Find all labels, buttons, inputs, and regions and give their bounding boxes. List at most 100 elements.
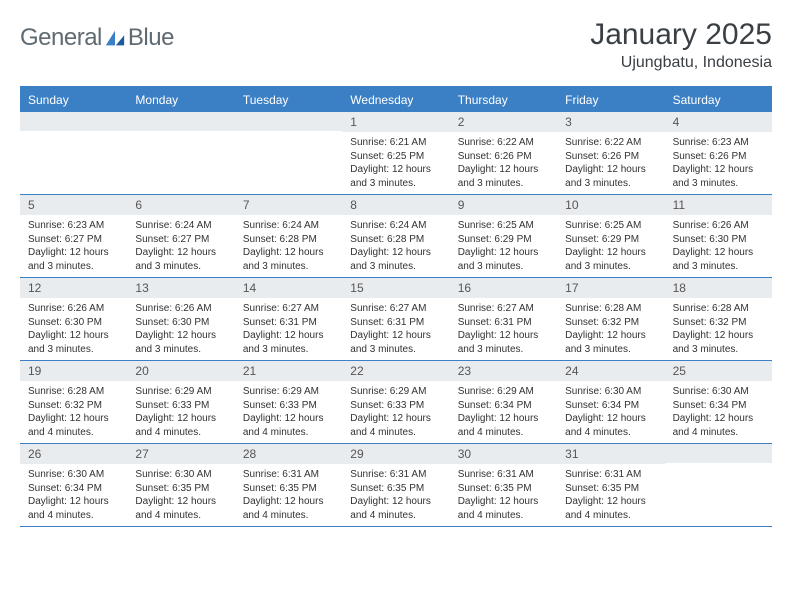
week-row: 19Sunrise: 6:28 AMSunset: 6:32 PMDayligh…	[20, 361, 772, 444]
day-number	[665, 444, 772, 463]
logo-text-blue: Blue	[128, 24, 174, 52]
day-number: 8	[342, 195, 449, 215]
day-number: 28	[235, 444, 342, 464]
day-number: 9	[450, 195, 557, 215]
daylight: Daylight: 12 hours and 4 minutes.	[243, 412, 334, 439]
day-cell: 20Sunrise: 6:29 AMSunset: 6:33 PMDayligh…	[127, 361, 234, 443]
sunset: Sunset: 6:33 PM	[135, 399, 226, 413]
day-number: 12	[20, 278, 127, 298]
day-cell: 13Sunrise: 6:26 AMSunset: 6:30 PMDayligh…	[127, 278, 234, 360]
daylight: Daylight: 12 hours and 4 minutes.	[350, 495, 441, 522]
daylight: Daylight: 12 hours and 3 minutes.	[350, 329, 441, 356]
day-cell: 28Sunrise: 6:31 AMSunset: 6:35 PMDayligh…	[235, 444, 342, 526]
day-number: 2	[450, 112, 557, 132]
month-title: January 2025	[590, 18, 772, 52]
day-number	[127, 112, 234, 131]
day-info: Sunrise: 6:29 AMSunset: 6:33 PMDaylight:…	[342, 381, 449, 443]
calendar: SundayMondayTuesdayWednesdayThursdayFrid…	[20, 86, 772, 527]
sunrise: Sunrise: 6:26 AM	[673, 219, 764, 233]
day-cell	[20, 112, 127, 194]
sunrise: Sunrise: 6:31 AM	[458, 468, 549, 482]
day-cell: 19Sunrise: 6:28 AMSunset: 6:32 PMDayligh…	[20, 361, 127, 443]
sunset: Sunset: 6:32 PM	[28, 399, 119, 413]
day-number: 13	[127, 278, 234, 298]
day-number: 26	[20, 444, 127, 464]
day-info: Sunrise: 6:26 AMSunset: 6:30 PMDaylight:…	[127, 298, 234, 360]
day-cell: 4Sunrise: 6:23 AMSunset: 6:26 PMDaylight…	[665, 112, 772, 194]
sunset: Sunset: 6:31 PM	[350, 316, 441, 330]
sunset: Sunset: 6:35 PM	[243, 482, 334, 496]
daylight: Daylight: 12 hours and 4 minutes.	[135, 412, 226, 439]
day-info: Sunrise: 6:25 AMSunset: 6:29 PMDaylight:…	[450, 215, 557, 277]
sunset: Sunset: 6:27 PM	[135, 233, 226, 247]
sunset: Sunset: 6:35 PM	[135, 482, 226, 496]
daylight: Daylight: 12 hours and 3 minutes.	[350, 246, 441, 273]
day-info: Sunrise: 6:31 AMSunset: 6:35 PMDaylight:…	[450, 464, 557, 526]
sunrise: Sunrise: 6:28 AM	[565, 302, 656, 316]
day-cell: 18Sunrise: 6:28 AMSunset: 6:32 PMDayligh…	[665, 278, 772, 360]
daylight: Daylight: 12 hours and 4 minutes.	[673, 412, 764, 439]
sunset: Sunset: 6:33 PM	[350, 399, 441, 413]
sunset: Sunset: 6:29 PM	[565, 233, 656, 247]
day-cell	[235, 112, 342, 194]
day-cell: 17Sunrise: 6:28 AMSunset: 6:32 PMDayligh…	[557, 278, 664, 360]
daylight: Daylight: 12 hours and 3 minutes.	[458, 246, 549, 273]
sunrise: Sunrise: 6:31 AM	[243, 468, 334, 482]
sunrise: Sunrise: 6:23 AM	[28, 219, 119, 233]
day-number: 31	[557, 444, 664, 464]
day-cell: 15Sunrise: 6:27 AMSunset: 6:31 PMDayligh…	[342, 278, 449, 360]
week-row: 1Sunrise: 6:21 AMSunset: 6:25 PMDaylight…	[20, 112, 772, 195]
sunset: Sunset: 6:27 PM	[28, 233, 119, 247]
day-number: 29	[342, 444, 449, 464]
day-info: Sunrise: 6:27 AMSunset: 6:31 PMDaylight:…	[235, 298, 342, 360]
sunrise: Sunrise: 6:28 AM	[673, 302, 764, 316]
day-cell: 2Sunrise: 6:22 AMSunset: 6:26 PMDaylight…	[450, 112, 557, 194]
sunrise: Sunrise: 6:26 AM	[135, 302, 226, 316]
sunset: Sunset: 6:28 PM	[350, 233, 441, 247]
daylight: Daylight: 12 hours and 3 minutes.	[243, 329, 334, 356]
day-number: 21	[235, 361, 342, 381]
day-cell: 21Sunrise: 6:29 AMSunset: 6:33 PMDayligh…	[235, 361, 342, 443]
day-info: Sunrise: 6:21 AMSunset: 6:25 PMDaylight:…	[342, 132, 449, 194]
day-cell: 30Sunrise: 6:31 AMSunset: 6:35 PMDayligh…	[450, 444, 557, 526]
day-info: Sunrise: 6:30 AMSunset: 6:34 PMDaylight:…	[20, 464, 127, 526]
weekday-header: Friday	[557, 88, 664, 112]
sunrise: Sunrise: 6:29 AM	[243, 385, 334, 399]
day-cell: 9Sunrise: 6:25 AMSunset: 6:29 PMDaylight…	[450, 195, 557, 277]
week-row: 12Sunrise: 6:26 AMSunset: 6:30 PMDayligh…	[20, 278, 772, 361]
day-info: Sunrise: 6:30 AMSunset: 6:34 PMDaylight:…	[665, 381, 772, 443]
day-info: Sunrise: 6:25 AMSunset: 6:29 PMDaylight:…	[557, 215, 664, 277]
sunrise: Sunrise: 6:31 AM	[565, 468, 656, 482]
day-cell: 1Sunrise: 6:21 AMSunset: 6:25 PMDaylight…	[342, 112, 449, 194]
sunrise: Sunrise: 6:22 AM	[565, 136, 656, 150]
header: General Blue January 2025 Ujungbatu, Ind…	[20, 18, 772, 72]
day-info: Sunrise: 6:22 AMSunset: 6:26 PMDaylight:…	[557, 132, 664, 194]
day-info: Sunrise: 6:24 AMSunset: 6:27 PMDaylight:…	[127, 215, 234, 277]
day-info: Sunrise: 6:30 AMSunset: 6:34 PMDaylight:…	[557, 381, 664, 443]
daylight: Daylight: 12 hours and 3 minutes.	[673, 163, 764, 190]
weekday-header: Saturday	[665, 88, 772, 112]
daylight: Daylight: 12 hours and 4 minutes.	[458, 495, 549, 522]
day-info: Sunrise: 6:24 AMSunset: 6:28 PMDaylight:…	[235, 215, 342, 277]
daylight: Daylight: 12 hours and 3 minutes.	[28, 329, 119, 356]
day-info: Sunrise: 6:28 AMSunset: 6:32 PMDaylight:…	[557, 298, 664, 360]
day-info: Sunrise: 6:31 AMSunset: 6:35 PMDaylight:…	[235, 464, 342, 526]
day-info: Sunrise: 6:29 AMSunset: 6:33 PMDaylight:…	[235, 381, 342, 443]
day-number: 3	[557, 112, 664, 132]
sunset: Sunset: 6:28 PM	[243, 233, 334, 247]
day-number: 24	[557, 361, 664, 381]
day-info: Sunrise: 6:29 AMSunset: 6:33 PMDaylight:…	[127, 381, 234, 443]
day-cell: 12Sunrise: 6:26 AMSunset: 6:30 PMDayligh…	[20, 278, 127, 360]
sunrise: Sunrise: 6:30 AM	[673, 385, 764, 399]
day-number	[235, 112, 342, 131]
logo-text-gray: General	[20, 24, 102, 52]
sunset: Sunset: 6:32 PM	[565, 316, 656, 330]
daylight: Daylight: 12 hours and 4 minutes.	[458, 412, 549, 439]
day-number: 7	[235, 195, 342, 215]
sunset: Sunset: 6:31 PM	[243, 316, 334, 330]
day-cell: 7Sunrise: 6:24 AMSunset: 6:28 PMDaylight…	[235, 195, 342, 277]
sunset: Sunset: 6:34 PM	[565, 399, 656, 413]
sunset: Sunset: 6:25 PM	[350, 150, 441, 164]
sunrise: Sunrise: 6:29 AM	[135, 385, 226, 399]
day-info: Sunrise: 6:24 AMSunset: 6:28 PMDaylight:…	[342, 215, 449, 277]
